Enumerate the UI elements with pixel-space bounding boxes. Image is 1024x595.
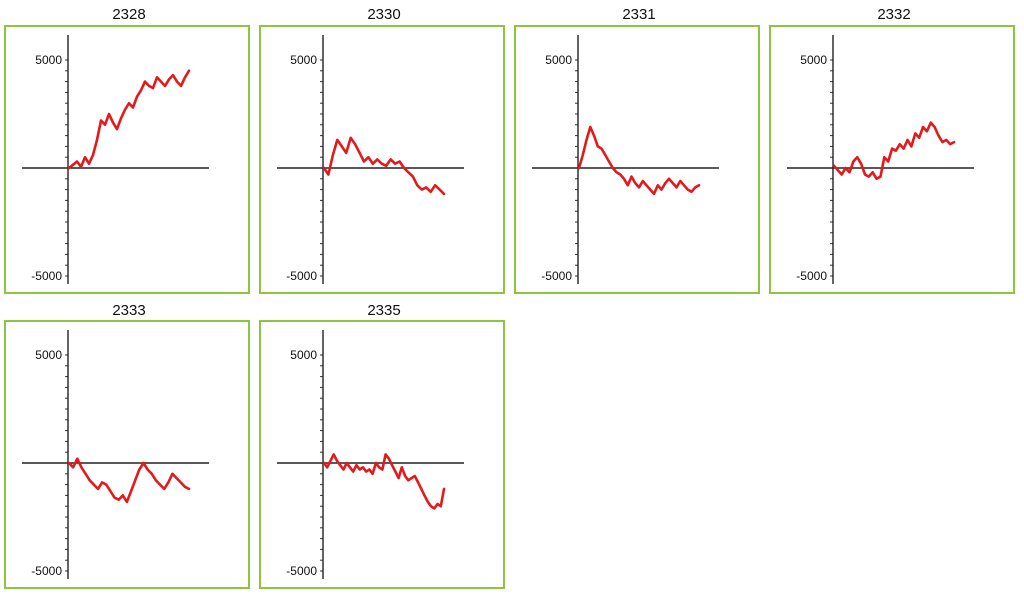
chart-panel-2328: 5000 -5000 — [4, 25, 250, 294]
series-line-2330 — [322, 136, 446, 196]
chart-panel-2332: 5000 -5000 — [769, 25, 1015, 294]
y-tick-label-min: -5000 — [286, 564, 317, 578]
y-tick-label-min: -5000 — [31, 564, 62, 578]
chart-svg-2330: 5000 -5000 — [277, 35, 464, 284]
series-line-2333 — [67, 457, 191, 504]
y-tick-label-min: -5000 — [31, 269, 62, 283]
y-tick-label-max: 5000 — [290, 348, 317, 362]
chart-svg-2331: 5000 -5000 — [532, 35, 719, 284]
y-tick-label-min: -5000 — [541, 269, 572, 283]
chart-panel-2333: 5000 -5000 — [4, 320, 250, 589]
chart-svg-2332: 5000 -5000 — [787, 35, 974, 284]
chart-panel-2331: 5000 -5000 — [514, 25, 760, 294]
y-tick-label-max: 5000 — [290, 53, 317, 67]
chart-svg-2328: 5000 -5000 — [22, 35, 209, 284]
series-line-2328 — [67, 69, 191, 170]
chart-title-2333: 2333 — [112, 302, 146, 319]
y-tick-label-min: -5000 — [286, 269, 317, 283]
y-tick-label-max: 5000 — [800, 53, 827, 67]
y-tick-label-min: -5000 — [796, 269, 827, 283]
chart-title-2331: 2331 — [622, 6, 656, 23]
series-line-2331 — [577, 125, 701, 196]
y-tick-label-max: 5000 — [35, 348, 62, 362]
chart-svg-2333: 5000 -5000 — [22, 330, 209, 579]
chart-title-2328: 2328 — [112, 6, 146, 23]
chart-panel-2335: 5000 -5000 — [259, 320, 505, 589]
chart-title-2332: 2332 — [877, 6, 911, 23]
y-tick-label-max: 5000 — [35, 53, 62, 67]
series-line-2335 — [322, 453, 446, 510]
y-tick-label-max: 5000 — [545, 53, 572, 67]
chart-panel-2330: 5000 -5000 — [259, 25, 505, 294]
chart-title-2330: 2330 — [367, 6, 401, 23]
series-line-2332 — [832, 121, 956, 181]
chart-svg-2335: 5000 -5000 — [277, 330, 464, 579]
chart-title-2335: 2335 — [367, 302, 401, 319]
